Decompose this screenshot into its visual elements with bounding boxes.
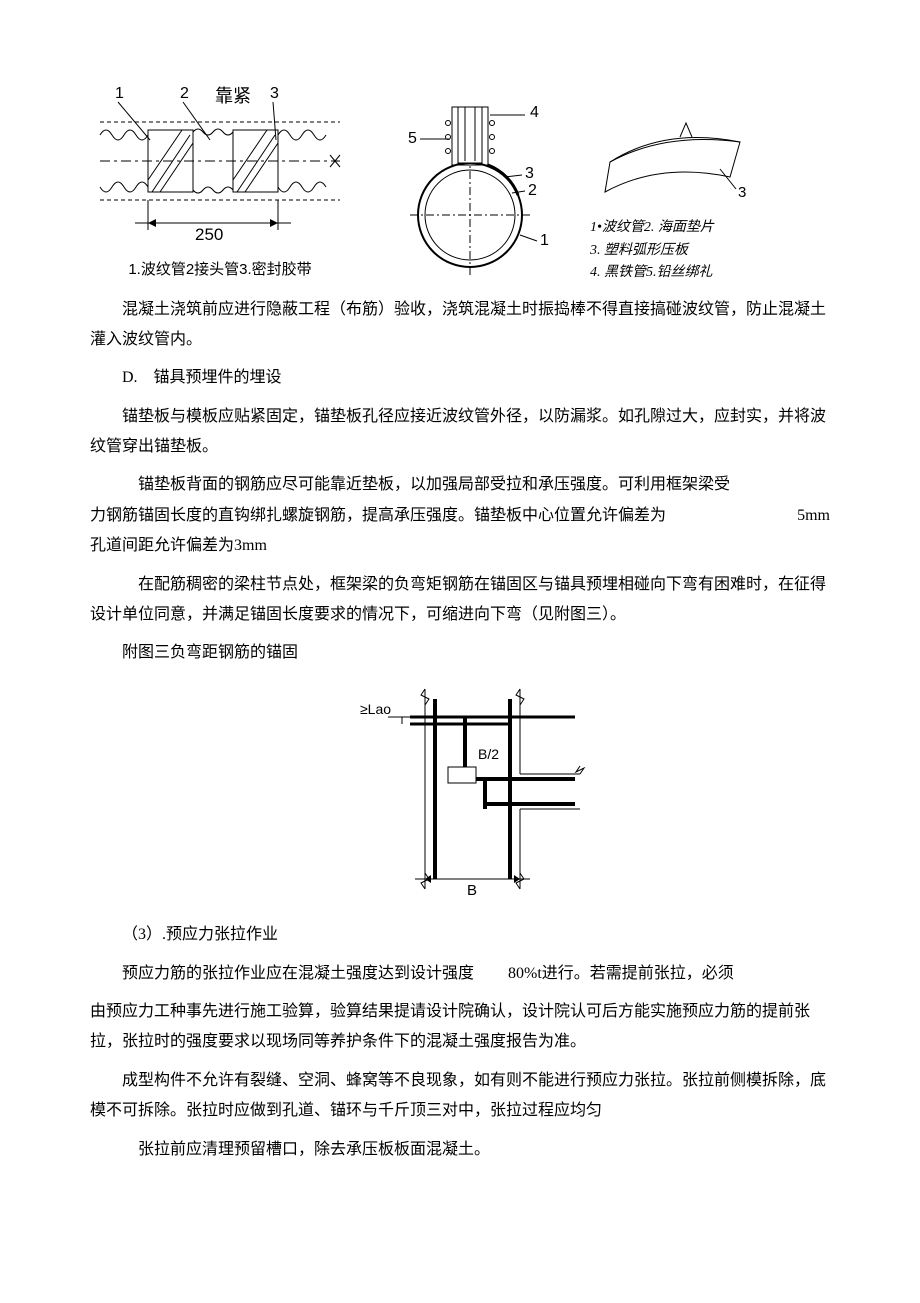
figure-rebar-block: ≥Lao B/2 B — [90, 679, 830, 910]
fig1-label-3: 3 — [270, 85, 279, 102]
fig1-label-2: 2 — [180, 85, 189, 102]
paragraph-8-row: 预应力筋的张拉作业应在混凝土强度达到设计强度 80%t进行。若需提前张拉，必须 — [90, 959, 830, 989]
figure-1-block: 1 2 靠紧 3 — [90, 80, 350, 285]
fig1-label-1: 1 — [115, 85, 124, 102]
figure-row-top: 1 2 靠紧 3 — [90, 80, 830, 285]
figure-1-caption: 1.波纹管2接头管3.密封胶带 — [128, 256, 311, 285]
paragraph-8b: 80%t进行。若需提前张拉，必须 — [508, 965, 734, 982]
paragraph-8c: 由预应力工种事先进行施工验算，验算结果提请设计院确认，设计院认可后方能实施预应力… — [90, 997, 830, 1058]
paragraph-4b-left: 力钢筋锚固长度的直钩绑扎螺旋钢筋，提高承压强度。锚垫板中心位置允许偏差为 — [90, 501, 666, 531]
figure-3-block: 3 1•波纹管2. 海面垫片 3. 塑料弧形压板 4. 黑铁管5.铅丝绑礼 — [590, 107, 760, 284]
figure-3-svg: 3 — [590, 107, 760, 217]
fig3-legend-line3: 4. 黑铁管5.铅丝绑礼 — [590, 262, 714, 284]
paragraph-10: 张拉前应清理预留槽口，除去承压板板面混凝土。 — [90, 1135, 830, 1165]
figure-2-svg: 5 4 3 2 1 — [370, 95, 570, 285]
paragraph-1: 混凝土浇筑前应进行隐蔽工程（布筋）验收，浇筑混凝土时振捣棒不得直接搞碰波纹管，防… — [90, 295, 830, 356]
paragraph-9: 成型构件不允许有裂缝、空洞、蜂窝等不良现象，如有则不能进行预应力张拉。张拉前侧模… — [90, 1066, 830, 1127]
figure-1-svg: 1 2 靠紧 3 — [90, 80, 350, 250]
fig2-label-3: 3 — [525, 165, 534, 182]
fig-rebar-lao: ≥Lao — [360, 701, 391, 717]
paragraph-4a: 锚垫板背面的钢筋应尽可能靠近垫板，以加强局部受拉和承压强度。可利用框架梁受 — [90, 470, 830, 500]
fig2-label-1: 1 — [540, 232, 549, 249]
paragraph-2: D. 锚具预埋件的埋设 — [90, 363, 830, 393]
fig-rebar-b: B — [467, 882, 477, 899]
paragraph-6: 附图三负弯距钢筋的锚固 — [90, 638, 830, 668]
fig3-legend-line1: 1•波纹管2. 海面垫片 — [590, 217, 714, 239]
fig3-label-3: 3 — [738, 184, 746, 201]
paragraph-5: 在配筋稠密的梁柱节点处，框架梁的负弯矩钢筋在锚固区与锚具预埋相碰向下弯有困难时，… — [90, 570, 830, 631]
fig2-label-5: 5 — [408, 130, 417, 147]
fig1-label-tight: 靠紧 — [215, 86, 251, 106]
fig-rebar-b2: B/2 — [478, 746, 499, 762]
figure-rebar-svg: ≥Lao B/2 B — [330, 679, 590, 899]
paragraph-4c: 孔道间距允许偏差为3mm — [90, 531, 830, 561]
fig2-label-2: 2 — [528, 182, 537, 199]
figure-3-legend: 1•波纹管2. 海面垫片 3. 塑料弧形压板 4. 黑铁管5.铅丝绑礼 — [590, 217, 714, 284]
paragraph-7: （3）.预应力张拉作业 — [90, 920, 830, 950]
paragraph-3: 锚垫板与模板应贴紧固定，锚垫板孔径应接近波纹管外径，以防漏浆。如孔隙过大，应封实… — [90, 402, 830, 463]
paragraph-4b-right: 5mm — [797, 501, 830, 531]
fig2-label-4: 4 — [530, 104, 539, 121]
fig1-dim-250: 250 — [195, 225, 223, 244]
paragraph-4b-row: 力钢筋锚固长度的直钩绑扎螺旋钢筋，提高承压强度。锚垫板中心位置允许偏差为 5mm — [90, 501, 830, 531]
fig3-legend-line2: 3. 塑料弧形压板 — [590, 240, 714, 262]
paragraph-8a: 预应力筋的张拉作业应在混凝土强度达到设计强度 — [90, 959, 474, 989]
figure-2-block: 5 4 3 2 1 — [370, 95, 570, 285]
